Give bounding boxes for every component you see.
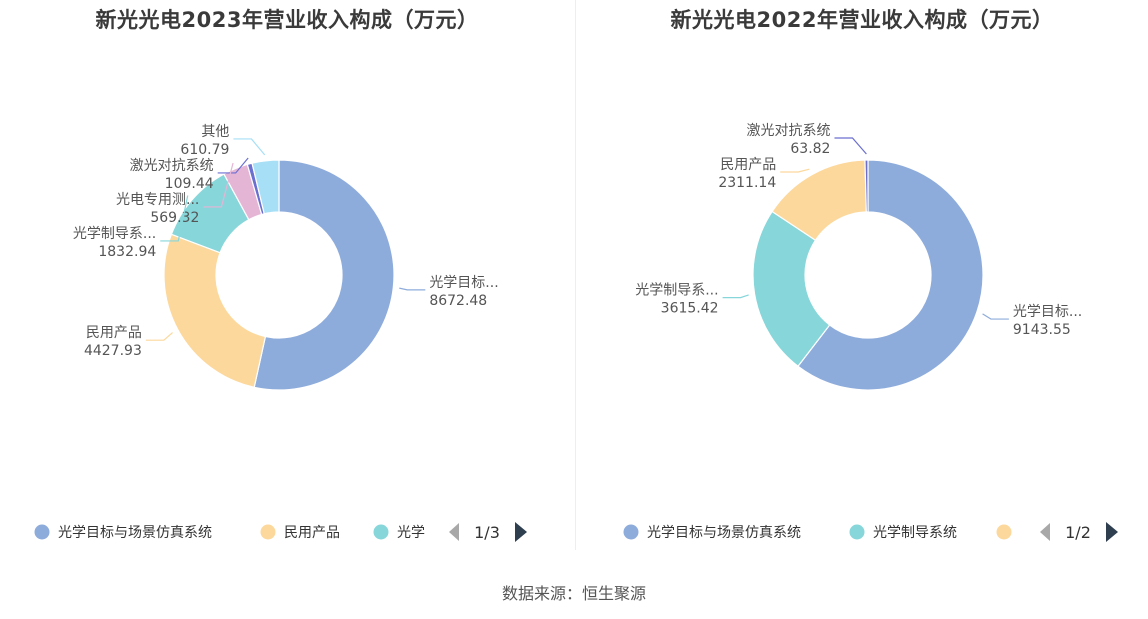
slice-1[interactable] [752, 210, 831, 368]
legend-item-label-2[interactable]: 光学 [397, 525, 425, 541]
legend-page-indicator: 1/3 [474, 523, 500, 542]
leader-line-2 [780, 168, 810, 173]
donut-chart-2022: 光学目标... 9143.55 激光对抗系统 63.82 民用产品 2311.14 光学制导… [623, 122, 1118, 542]
slice-label-1: 光学制导系... [635, 283, 718, 299]
leader-line-4 [217, 157, 249, 174]
legend-marker-0[interactable] [34, 524, 50, 540]
slice-label-2: 民用产品 [720, 157, 776, 173]
legend-marker-1[interactable] [849, 524, 865, 540]
legend-marker-1[interactable] [260, 524, 276, 540]
slice-3[interactable] [864, 159, 869, 213]
legend-prev-page-icon[interactable] [449, 523, 459, 541]
legend-marker-0[interactable] [623, 524, 639, 540]
legend-page-indicator: 1/2 [1065, 523, 1091, 542]
legend-marker-2[interactable] [373, 524, 389, 540]
slices [163, 159, 395, 391]
panel-divider [575, 0, 576, 550]
legend-item-label-0[interactable]: 光学目标与场景仿真系统 [647, 525, 801, 541]
slice-labels: 光学目标... 9143.55 激光对抗系统 63.82 民用产品 2311.14 光学制导… [635, 122, 1082, 338]
legend: 光学目标与场景仿真系统 光学制导系统 1/2 [623, 522, 1118, 542]
leader-line-1 [145, 332, 173, 341]
slice-5[interactable] [251, 159, 280, 215]
data-source: 数据来源：恒生聚源 [501, 584, 646, 603]
leader-line-3 [834, 137, 867, 155]
slice-label-3: 光电专用测... [116, 192, 199, 208]
chart-panel-2023: 新光光电2023年营业收入构成（万元） 光学目标... 8672.48 其他 610.… [0, 0, 574, 560]
slice-value-3: 63.82 [790, 141, 830, 157]
legend-item-label-1[interactable]: 光学制导系统 [873, 525, 957, 541]
legend-next-page-icon[interactable] [515, 522, 527, 542]
leader-line-1 [722, 294, 749, 299]
leader-line-2 [160, 195, 189, 242]
legend-prev-page-icon[interactable] [1040, 523, 1050, 541]
slice-label-3: 激光对抗系统 [746, 122, 830, 139]
slice-value-1: 3615.42 [661, 301, 719, 317]
slice-value-0: 9143.55 [1013, 322, 1071, 338]
slice-0[interactable] [253, 159, 395, 391]
slice-value-4: 109.44 [165, 176, 214, 192]
slice-label-4: 激光对抗系统 [130, 157, 214, 174]
slice-label-2: 光学制导系... [73, 226, 156, 242]
slice-0[interactable] [797, 159, 984, 391]
leader-line-0 [982, 313, 1009, 320]
chart-title: 新光光电2023年营业收入构成（万元） [95, 8, 479, 32]
slice-label-5: 其他 [201, 124, 229, 140]
legend-next-page-icon[interactable] [1106, 522, 1118, 542]
slice-value-5: 610.79 [180, 142, 229, 158]
slice-value-0: 8672.48 [429, 293, 487, 309]
leader-line-3 [203, 162, 234, 208]
legend-item-label-1[interactable]: 民用产品 [284, 525, 340, 541]
slice-label-0: 光学目标... [429, 275, 498, 291]
slice-label-1: 民用产品 [86, 325, 142, 341]
slice-value-3: 569.32 [150, 210, 199, 226]
slice-value-2: 1832.94 [98, 244, 156, 260]
slice-label-0: 光学目标... [1013, 304, 1082, 320]
legend-item-label-0[interactable]: 光学目标与场景仿真系统 [58, 525, 212, 541]
slice-value-1: 4427.93 [84, 343, 142, 359]
chart-title: 新光光电2022年营业收入构成（万元） [670, 8, 1054, 32]
leader-line-0 [399, 287, 426, 291]
chart-panel-2022: 新光光电2022年营业收入构成（万元） 光学目标... 9143.55 激光对抗系统… [576, 0, 1148, 560]
slice-1[interactable] [163, 233, 267, 389]
leader-line-5 [233, 138, 266, 156]
legend-marker-2[interactable] [996, 524, 1012, 540]
slices [752, 159, 984, 391]
legend: 光学目标与场景仿真系统 民用产品 光学 1/3 [34, 522, 527, 542]
slice-value-2: 2311.14 [718, 175, 776, 191]
